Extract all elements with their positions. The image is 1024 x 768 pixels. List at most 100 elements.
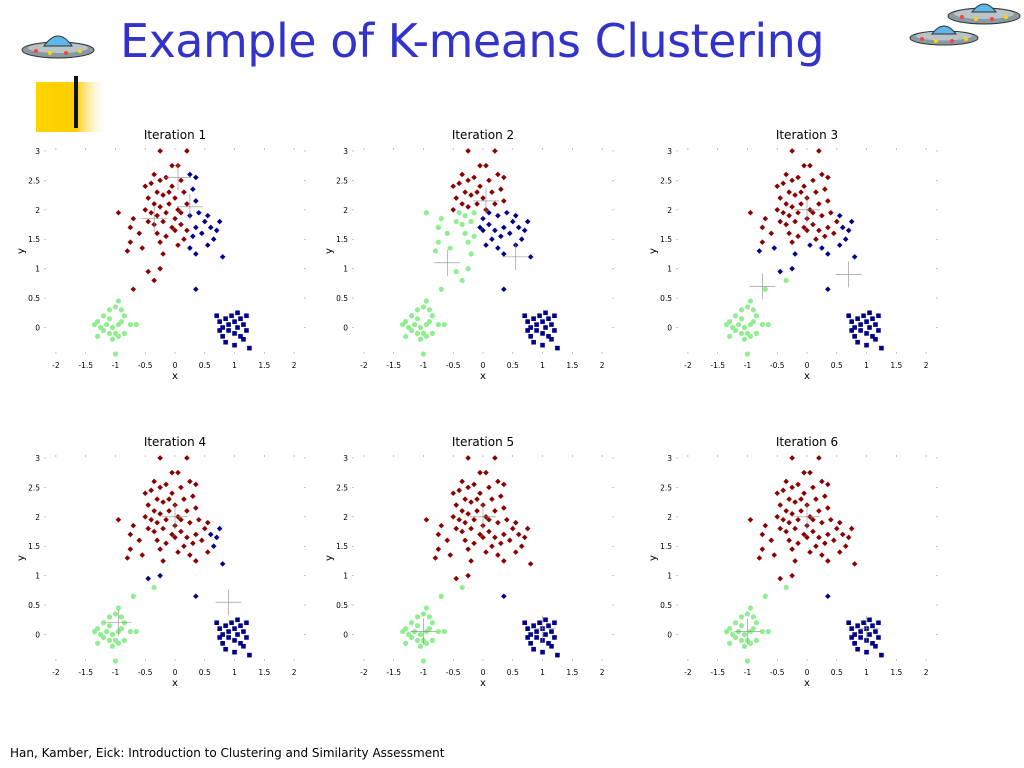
data-point-diamond: [193, 505, 199, 511]
ufo-icon: [947, 3, 1021, 25]
data-point-circle: [100, 327, 107, 334]
data-point-diamond: [166, 508, 172, 514]
data-point-circle: [408, 313, 415, 319]
data-point-diamond: [489, 543, 495, 550]
data-point-diamond: [444, 537, 451, 544]
data-point-diamond: [495, 552, 501, 558]
data-point-square: [531, 339, 536, 345]
data-point-diamond: [459, 508, 465, 514]
data-point-diamond: [813, 543, 819, 550]
data-point-diamond: [471, 516, 477, 523]
data-point-diamond: [789, 455, 795, 461]
data-point-diamond: [465, 572, 471, 579]
data-point-diamond: [492, 201, 498, 207]
x-tick-label: 0.5: [199, 361, 211, 370]
y-tick-label: 2: [667, 513, 672, 522]
chart-title: Iteration 4: [144, 435, 206, 449]
data-point-diamond: [201, 218, 208, 225]
data-point-square: [549, 336, 554, 342]
data-point-diamond: [836, 212, 843, 219]
data-point-diamond: [471, 481, 477, 488]
y-tick-label: 3: [35, 454, 40, 463]
data-point-diamond: [124, 248, 131, 254]
data-point-square: [546, 334, 551, 339]
data-point-diamond: [169, 224, 175, 231]
data-point-diamond: [187, 171, 193, 178]
data-point-circle: [444, 230, 450, 236]
data-point-diamond: [465, 546, 471, 552]
data-point-diamond: [486, 221, 492, 228]
data-point-diamond: [492, 148, 498, 154]
data-point-circle: [109, 336, 116, 342]
data-point-square: [555, 345, 560, 351]
data-point-square: [552, 635, 557, 640]
data-point-circle: [115, 605, 122, 611]
data-point-diamond: [456, 487, 462, 494]
data-point-diamond: [798, 189, 804, 195]
data-point-circle: [426, 307, 433, 313]
data-point-diamond: [486, 528, 492, 535]
data-point-diamond: [771, 245, 778, 251]
data-point-diamond: [210, 543, 217, 550]
data-point-diamond: [506, 537, 513, 544]
data-point-square: [852, 334, 857, 339]
data-point-diamond: [828, 516, 834, 523]
data-point-square: [232, 319, 237, 324]
data-point-square: [232, 638, 237, 643]
data-point-diamond: [825, 286, 831, 293]
data-point-diamond: [798, 201, 804, 207]
data-point-diamond: [518, 236, 525, 243]
data-point-diamond: [196, 516, 202, 523]
data-point-diamond: [127, 546, 134, 552]
data-point-diamond: [136, 230, 143, 237]
y-tick-label: 3: [35, 147, 40, 156]
y-tick-label: 0.5: [336, 601, 348, 610]
data-point-circle: [759, 321, 765, 328]
data-point-circle: [738, 623, 745, 629]
data-point-diamond: [453, 502, 460, 508]
data-point-diamond: [477, 183, 483, 190]
data-point-diamond: [501, 198, 507, 204]
data-point-square: [235, 310, 240, 316]
data-point-diamond: [184, 508, 190, 514]
chart-title: Iteration 2: [452, 128, 514, 142]
x-tick-label: -0.5: [770, 668, 785, 677]
data-point-diamond: [127, 224, 134, 231]
data-point-circle: [732, 327, 739, 334]
data-point-circle: [402, 640, 409, 646]
data-point-circle: [133, 628, 139, 635]
y-tick-label: 0.5: [28, 601, 40, 610]
data-point-circle: [453, 218, 459, 225]
x-tick-label: 1.5: [566, 361, 578, 370]
x-tick-label: -2: [684, 668, 692, 677]
data-point-square: [223, 623, 228, 628]
data-point-diamond: [851, 254, 858, 260]
data-point-diamond: [468, 525, 474, 532]
data-point-square: [852, 325, 857, 330]
data-point-diamond: [501, 558, 507, 564]
data-point-diamond: [181, 543, 187, 550]
data-point-diamond: [459, 171, 465, 178]
data-point-square: [870, 641, 875, 646]
data-point-square: [232, 331, 237, 336]
data-point-diamond: [524, 218, 531, 225]
data-point-square: [864, 319, 869, 324]
data-point-square: [555, 652, 560, 658]
data-point-circle: [738, 330, 745, 336]
data-point-square: [537, 620, 542, 626]
data-point-diamond: [822, 186, 828, 192]
data-point-circle: [747, 640, 754, 646]
data-point-diamond: [438, 522, 445, 529]
data-point-square: [229, 620, 234, 626]
data-point-diamond: [833, 525, 840, 532]
data-point-square: [241, 336, 246, 342]
data-point-circle: [738, 316, 745, 322]
data-point-diamond: [172, 534, 178, 541]
decorative-block: [36, 76, 108, 132]
data-point-diamond: [477, 469, 483, 476]
data-point-square: [534, 629, 539, 634]
y-tick-label: 2.5: [336, 483, 348, 492]
x-tick-label: 1: [864, 668, 869, 677]
data-point-diamond: [163, 233, 169, 240]
data-point-circle: [417, 631, 424, 638]
